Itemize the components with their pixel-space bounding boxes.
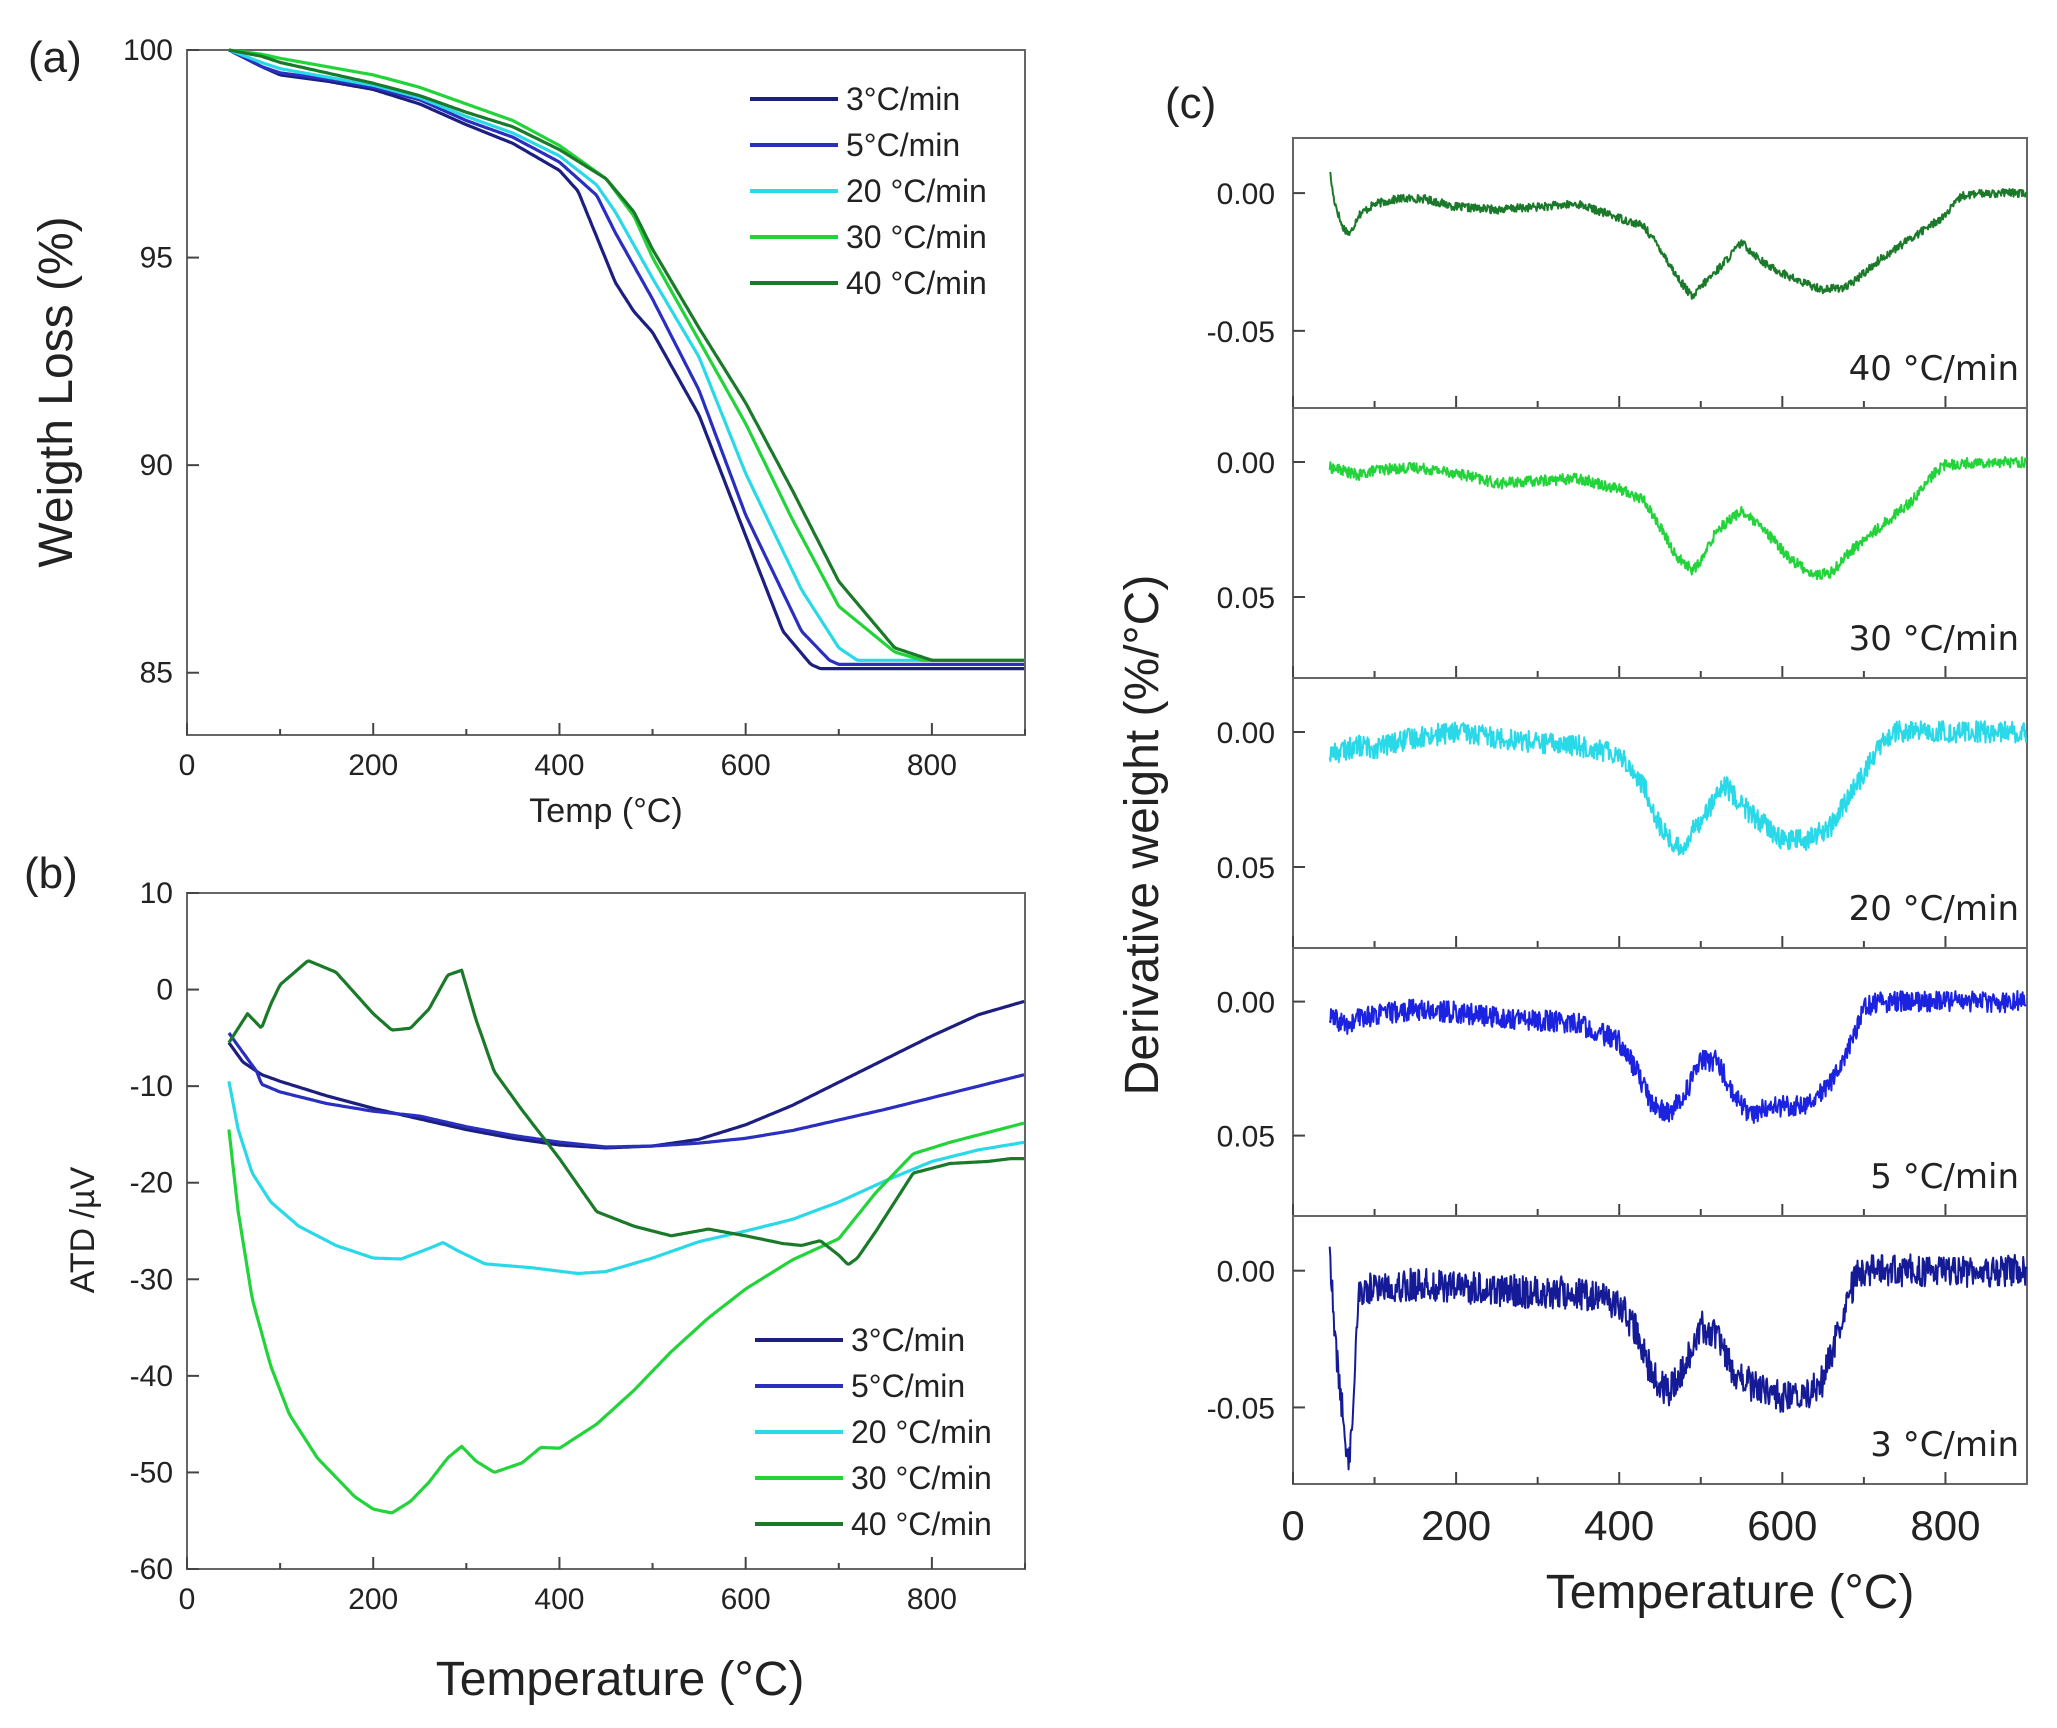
panel-a-y-axis-title: Weigth Loss (%) xyxy=(30,216,83,567)
panel-c-series-line xyxy=(1328,720,2028,856)
panel-a-series-line xyxy=(228,48,1025,662)
panel-c-y-tick-label: 0.05 xyxy=(1217,1121,1275,1154)
panel-c-y-tick-label: 0.00 xyxy=(1217,178,1275,211)
panel-c-x-axis-title: Temperature (°C) xyxy=(1546,1566,1915,1619)
panel-b-legend-label: 5°C/min xyxy=(851,1368,965,1404)
panel-c-x-tick-label: 600 xyxy=(1747,1502,1817,1549)
panel-c-subplot: 0.00 0.05 30 °C/min xyxy=(1217,407,2028,679)
panel-a-x-tick-label: 600 xyxy=(721,749,771,782)
panel-b-plot-frame xyxy=(186,892,1026,1570)
panel-b-y-tick-label: -40 xyxy=(130,1360,173,1393)
panel-b-atd-chart: (b) 0 200 400 600 800 10 0 -10 -20 -30 -40 -50 -60 T… xyxy=(24,849,1026,1706)
panel-b-legend-label: 30 °C/min xyxy=(851,1460,992,1496)
panel-b-x-tick-label: 0 xyxy=(179,1583,196,1616)
panel-a-series-line xyxy=(228,48,1025,662)
panel-c-x-tick-label: 400 xyxy=(1584,1502,1654,1549)
panel-c-y-tick-label: 0.00 xyxy=(1217,1256,1275,1289)
panel-c-y-tick-label: -0.05 xyxy=(1207,1392,1275,1425)
panel-b-y-tick-label: -20 xyxy=(130,1167,173,1200)
panel-c-subplot: 0.00 0.05 20 °C/min xyxy=(1217,677,2028,949)
panel-c-x-tick-label: 0 xyxy=(1281,1502,1304,1549)
panel-c-series-line xyxy=(1328,990,2027,1124)
panel-c-subplot: 0.00 -0.05 3 °C/min xyxy=(1207,1215,2028,1485)
panel-c-series-line xyxy=(1329,171,2028,300)
panel-b-series-line xyxy=(227,1032,1025,1149)
panel-b-x-tick-label: 400 xyxy=(534,1583,584,1616)
panel-c-series-line xyxy=(1328,456,2028,581)
panel-a-legend-label: 3°C/min xyxy=(846,81,960,117)
panel-b-series-line xyxy=(227,959,1025,1266)
panel-a-series-line xyxy=(228,48,1025,662)
panel-b-y-tick-label: 10 xyxy=(140,877,173,910)
panel-a-legend: 3°C/min 5°C/min 20 °C/min 30 °C/min 40 °C/mi… xyxy=(750,81,987,301)
panel-c-subplot: 0.00 0.05 5 °C/min xyxy=(1217,947,2028,1217)
panel-c-rate-label: 5 °C/min xyxy=(1870,1157,2019,1197)
panel-b-ticks: 0 200 400 600 800 10 0 -10 -20 -30 -40 -50 -60 xyxy=(130,877,1026,1616)
panel-a-series-line xyxy=(228,48,1025,666)
panel-b-series xyxy=(227,959,1025,1515)
panel-c-series-line xyxy=(1328,1246,2028,1471)
panel-a-legend-label: 40 °C/min xyxy=(846,265,987,301)
panel-a-x-axis-title: Temp (°C) xyxy=(529,792,682,830)
panel-a-series-line xyxy=(228,48,1025,671)
panel-c-y-axis-title: Derivative weight (%/°C) xyxy=(1116,575,1169,1096)
panel-a-y-tick-label: 90 xyxy=(140,449,173,482)
panel-b-x-tick-label: 600 xyxy=(721,1583,771,1616)
panel-a-x-tick-label: 800 xyxy=(907,749,957,782)
panel-a-legend-label: 30 °C/min xyxy=(846,219,987,255)
panel-b-x-tick-label: 800 xyxy=(907,1583,957,1616)
panel-c-y-tick-label: -0.05 xyxy=(1207,316,1275,349)
panel-b-x-tick-label: 200 xyxy=(348,1583,398,1616)
panel-a-x-tick-label: 200 xyxy=(348,749,398,782)
panel-b-y-tick-label: -50 xyxy=(130,1456,173,1489)
panel-b-legend-label: 20 °C/min xyxy=(851,1414,992,1450)
panel-a-ticks: 0 200 400 600 800 85 90 95 100 xyxy=(123,34,1026,782)
panel-c-x-tick-label: 200 xyxy=(1421,1502,1491,1549)
panel-b-legend-label: 3°C/min xyxy=(851,1322,965,1358)
panel-a-legend-label: 5°C/min xyxy=(846,127,960,163)
panel-b-series-line xyxy=(227,1080,1025,1275)
panel-a-y-tick-label: 95 xyxy=(140,242,173,275)
panel-c-y-tick-label: 0.00 xyxy=(1217,987,1275,1020)
panel-c-y-tick-label: 0.05 xyxy=(1217,852,1275,885)
panel-b-y-tick-label: 0 xyxy=(156,974,173,1007)
panel-c-subplot: 0.00 -0.05 40 °C/min xyxy=(1207,137,2028,409)
panel-a-label: (a) xyxy=(28,33,82,82)
panel-b-legend: 3°C/min 5°C/min 20 °C/min 30 °C/min 40 °C/mi… xyxy=(755,1322,992,1542)
panel-a-y-tick-label: 100 xyxy=(123,34,173,67)
panel-b-y-tick-label: -30 xyxy=(130,1263,173,1296)
panel-b-legend-label: 40 °C/min xyxy=(851,1506,992,1542)
panel-a-x-tick-label: 0 xyxy=(179,749,196,782)
panel-b-y-axis-title: ATD /µV xyxy=(64,1166,102,1293)
panel-a-weight-loss-chart: (a) 0 200 400 600 800 85 90 95 100 Temp (°C) Wei… xyxy=(28,33,1026,830)
panel-a-series xyxy=(228,48,1025,671)
panel-c-x-ticks: 0 200 400 600 800 xyxy=(1281,1502,1980,1549)
panel-a-y-tick-label: 85 xyxy=(140,657,173,690)
panel-c-rate-label: 30 °C/min xyxy=(1849,619,2019,659)
panel-c-rate-label: 3 °C/min xyxy=(1870,1425,2019,1465)
panel-a-plot-frame xyxy=(186,49,1026,736)
panel-a-legend-label: 20 °C/min xyxy=(846,173,987,209)
panel-c-subplot-frame xyxy=(1292,1215,2028,1485)
panel-c-rate-label: 20 °C/min xyxy=(1849,889,2019,929)
panel-c-label: (c) xyxy=(1165,79,1216,128)
panel-b-series-line xyxy=(227,999,1025,1150)
panel-b-y-tick-label: -60 xyxy=(130,1553,173,1586)
panel-c-y-tick-label: 0.05 xyxy=(1217,582,1275,615)
panel-c-x-tick-label: 800 xyxy=(1910,1502,1980,1549)
panel-b-x-axis-title: Temperature (°C) xyxy=(436,1653,805,1706)
panel-c-y-tick-label: 0.00 xyxy=(1217,447,1275,480)
panel-b-y-tick-label: -10 xyxy=(130,1070,173,1103)
panel-c-rate-label: 40 °C/min xyxy=(1849,349,2019,389)
panel-b-series-line xyxy=(227,1121,1025,1515)
panel-c-y-tick-label: 0.00 xyxy=(1217,717,1275,750)
panel-b-label: (b) xyxy=(24,849,78,898)
panel-a-x-tick-label: 400 xyxy=(534,749,584,782)
